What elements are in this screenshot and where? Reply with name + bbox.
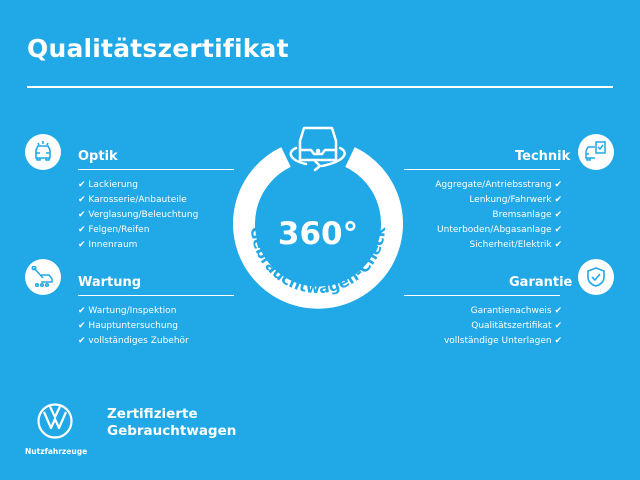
page-title: Qualitätszertifikat <box>27 34 289 63</box>
title-divider <box>27 86 613 88</box>
wrench-car-icon <box>25 259 61 295</box>
list-item: Unterboden/Abgasanlage ✔ <box>437 225 562 235</box>
list-item: Qualitätszertifikat ✔ <box>471 321 562 331</box>
car-front-icon <box>25 134 61 170</box>
check-icon: ✔ <box>78 195 86 205</box>
technik-list: Aggregate/Antriebsstrang ✔ Lenkung/Fahrw… <box>435 178 562 253</box>
section-title-garantie: Garantie <box>509 275 573 290</box>
list-item: ✔ Felgen/Reifen <box>78 225 150 235</box>
car-checklist-icon <box>578 134 614 170</box>
degrees-label: 360° <box>278 216 358 252</box>
check-icon: ✔ <box>78 225 86 235</box>
vw-logo <box>37 403 73 439</box>
section-title-optik: Optik <box>78 149 118 164</box>
list-item: ✔ Lackierung <box>78 180 138 190</box>
list-item: Sicherheit/Elektrik ✔ <box>469 240 562 250</box>
list-item: ✔ Karosserie/Anbauteile <box>78 195 187 205</box>
section-divider <box>78 295 234 296</box>
check-icon: ✔ <box>78 321 86 331</box>
list-item: Garantienachweis ✔ <box>470 306 562 316</box>
list-item: ✔ Verglasung/Beleuchtung <box>78 210 199 220</box>
list-item: ✔ vollständiges Zubehör <box>78 336 189 346</box>
car-360-icon <box>289 126 346 172</box>
section-title-technik: Technik <box>515 149 571 164</box>
list-item: ✔ Wartung/Inspektion <box>78 306 177 316</box>
check-icon: ✔ <box>78 240 86 250</box>
section-divider <box>78 169 234 170</box>
list-item: ✔ Innenraum <box>78 240 138 250</box>
check-icon: ✔ <box>78 210 86 220</box>
footer-text: Zertifizierte Gebrauchtwagen <box>107 406 236 440</box>
optik-list: ✔ Lackierung ✔ Karosserie/Anbauteile ✔ V… <box>78 178 198 253</box>
section-title-wartung: Wartung <box>78 275 142 290</box>
check-icon: ✔ <box>554 195 562 205</box>
check-icon: ✔ <box>554 240 562 250</box>
check-icon: ✔ <box>554 306 562 316</box>
check-icon: ✔ <box>554 321 562 331</box>
footer-line-1: Zertifizierte <box>107 406 198 422</box>
check-icon: ✔ <box>78 336 86 346</box>
list-item: Lenkung/Fahrwerk ✔ <box>469 195 562 205</box>
list-item: vollständige Unterlagen ✔ <box>443 336 562 346</box>
list-item: Aggregate/Antriebsstrang ✔ <box>435 180 562 190</box>
section-divider <box>404 169 560 170</box>
footer-line-2: Gebrauchtwagen <box>107 423 237 439</box>
check-icon: ✔ <box>554 225 562 235</box>
check-icon: ✔ <box>78 306 86 316</box>
list-item: ✔ Hauptuntersuchung <box>78 321 178 331</box>
check-icon: ✔ <box>554 336 562 346</box>
brand-label: Nutzfahrzeuge <box>25 447 88 456</box>
section-divider <box>404 295 560 296</box>
check-icon: ✔ <box>78 180 86 190</box>
garantie-list: Garantienachweis ✔ Qualitätszertifikat ✔… <box>444 304 562 349</box>
shield-check-icon <box>578 259 614 295</box>
list-item: Bremsanlage ✔ <box>492 210 562 220</box>
wartung-list: ✔ Wartung/Inspektion ✔ Hauptuntersuchung… <box>78 304 189 349</box>
check-icon: ✔ <box>554 180 562 190</box>
check-icon: ✔ <box>554 210 562 220</box>
badge-ring <box>233 147 403 309</box>
